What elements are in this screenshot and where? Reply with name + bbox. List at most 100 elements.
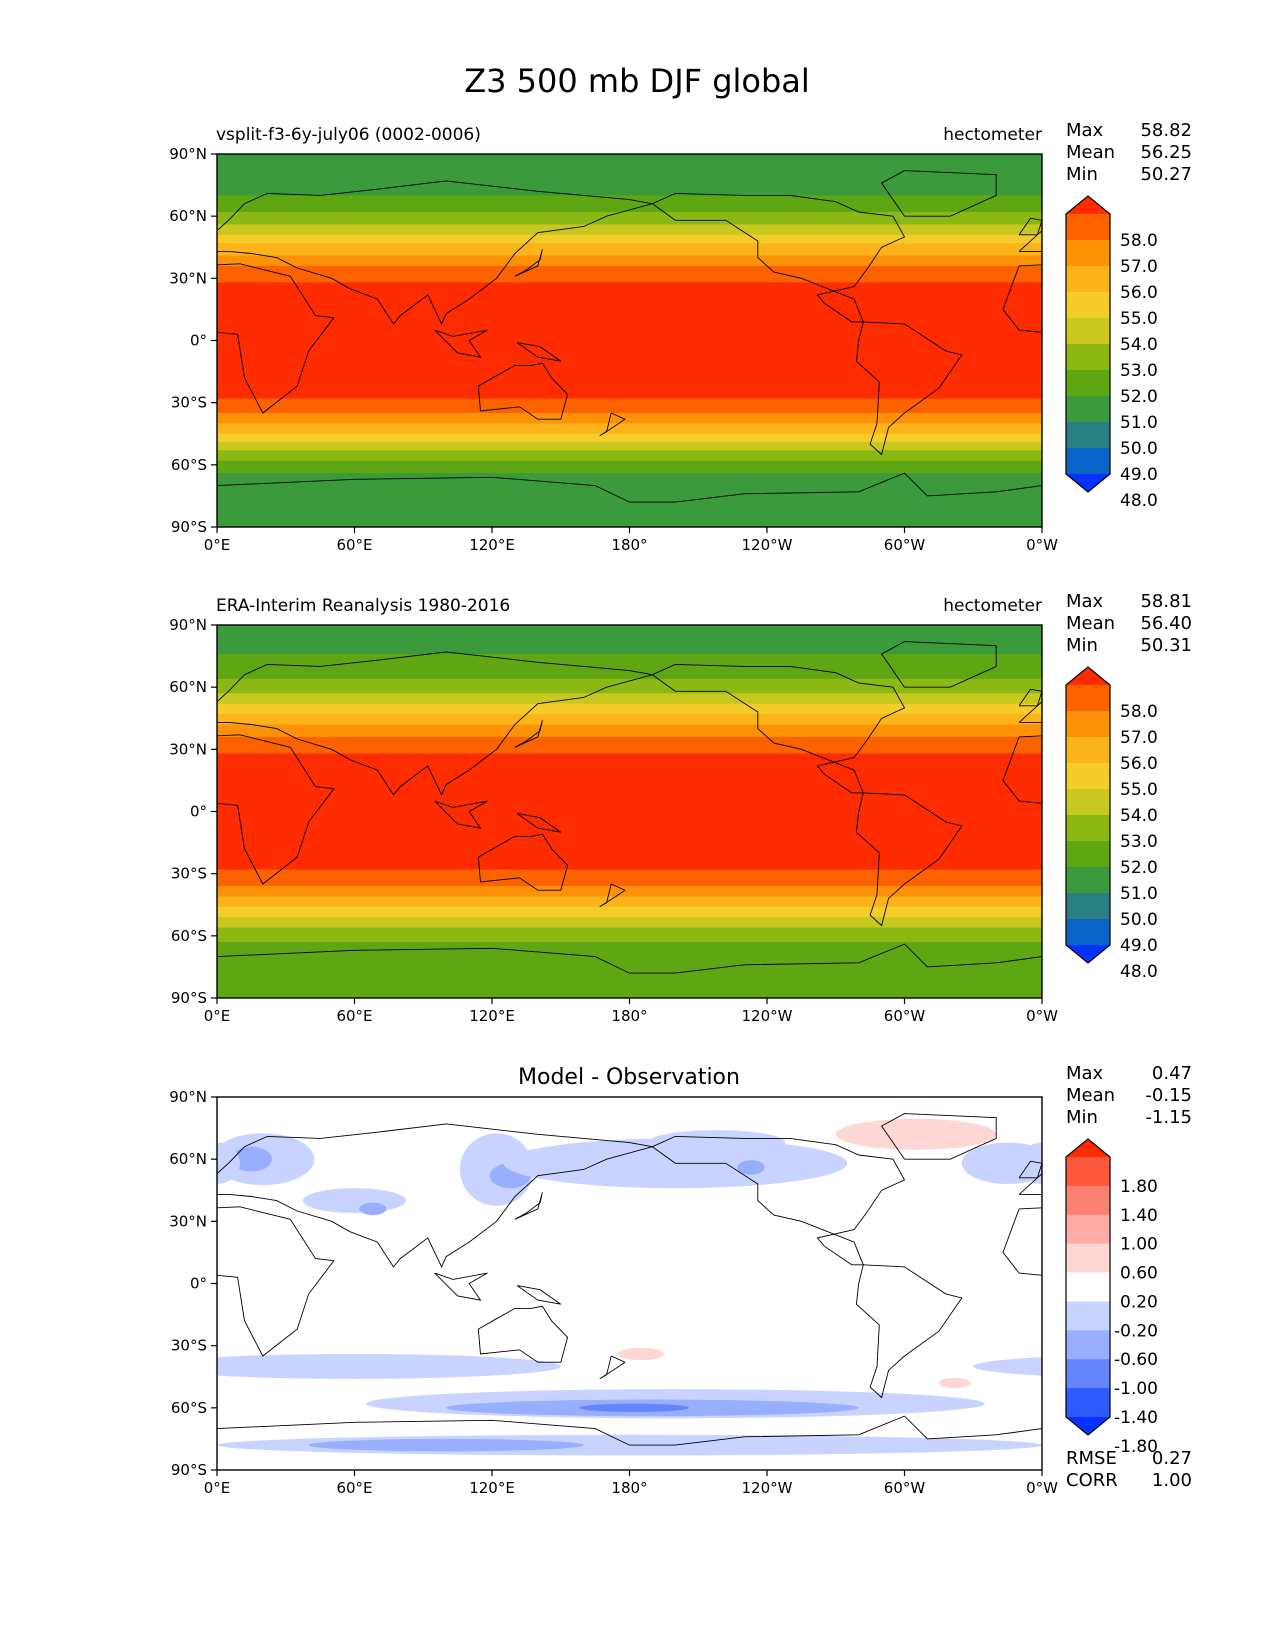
field-band — [217, 431, 1042, 435]
colorbar-outline — [1065, 666, 1111, 964]
field-band — [217, 216, 1042, 219]
field-band — [217, 479, 1042, 483]
field-band — [217, 792, 1042, 796]
field-band — [217, 423, 1042, 427]
field-band — [217, 234, 1042, 238]
field-band — [217, 939, 1042, 943]
panel-units: hectometer — [943, 125, 1042, 145]
field-band — [217, 971, 1042, 974]
field-band — [217, 900, 1042, 904]
field-band — [217, 402, 1042, 406]
colorbar-tick-label: 51.0 — [1120, 884, 1158, 904]
colorbar-segment — [1066, 711, 1110, 738]
field-band — [217, 390, 1042, 393]
field-band — [217, 844, 1042, 848]
field-band — [217, 778, 1042, 782]
coastline — [855, 1264, 963, 1399]
coastline — [514, 249, 543, 277]
x-tick-label: 60°E — [336, 536, 372, 554]
anomaly-contour — [647, 1130, 786, 1156]
field-band — [217, 172, 1042, 176]
field-band — [217, 350, 1042, 354]
field-band — [217, 796, 1042, 800]
field-band — [217, 209, 1042, 213]
x-tick-label: 60°E — [336, 1007, 372, 1025]
field-band — [217, 848, 1042, 852]
anomaly-contour — [217, 1353, 561, 1379]
field-band — [217, 879, 1042, 883]
field-band — [217, 743, 1042, 746]
field-band — [217, 475, 1042, 478]
coastline — [217, 472, 1042, 503]
field-band — [217, 303, 1042, 306]
field-band — [217, 685, 1042, 688]
field-band — [217, 660, 1042, 663]
field-band — [217, 201, 1042, 205]
field-band — [217, 178, 1042, 182]
field-band — [217, 751, 1042, 755]
field-band — [217, 247, 1042, 250]
field-band — [217, 512, 1042, 516]
field-band — [217, 871, 1042, 875]
x-tick-label: 60°E — [336, 1479, 372, 1497]
colorbar-segment — [1066, 763, 1110, 790]
colorbar: 1.80 1.40 1.00 0.60 0.20 -0.20 -0.60 -1.00 -1.40… — [1065, 1138, 1158, 1457]
x-tick-label: 120°W — [742, 536, 793, 554]
field-band — [217, 522, 1042, 526]
stats-block: Max Mean Min 0.47 -0.15 -1.15 RMSE CORR … — [1066, 1063, 1192, 1491]
coastline — [855, 792, 963, 927]
coastline — [217, 1123, 653, 1268]
field-band — [217, 720, 1042, 723]
y-tick-label: 90°S — [171, 989, 207, 1007]
y-tick-label: 90°N — [169, 1088, 207, 1106]
colorbar-tick-label: 1.00 — [1120, 1235, 1158, 1255]
colorbar-tick-label: 56.0 — [1120, 283, 1158, 303]
field-band — [217, 400, 1042, 404]
y-tick-label: 60°N — [169, 207, 207, 225]
y-tick-label: 60°S — [171, 927, 207, 945]
colorbar-tick-label: 1.80 — [1120, 1177, 1158, 1197]
coastline — [652, 663, 906, 794]
field-band — [217, 456, 1042, 460]
colorbar-tick-label: 57.0 — [1120, 257, 1158, 277]
colorbar-tick-label: -0.20 — [1114, 1321, 1158, 1341]
colorbar-segment — [1066, 1388, 1110, 1418]
field-band — [217, 859, 1042, 862]
y-tick-label: 30°N — [169, 740, 207, 758]
field-band — [217, 251, 1042, 255]
stat-value-min: -1.15 — [1145, 1107, 1192, 1128]
field-band — [217, 466, 1042, 470]
field-band — [217, 782, 1042, 786]
colorbar-segment — [1066, 1185, 1110, 1216]
field-band — [217, 703, 1042, 707]
field-band — [217, 952, 1042, 956]
field-band — [217, 832, 1042, 835]
field-band — [217, 493, 1042, 497]
field-band — [217, 185, 1042, 188]
coastline — [516, 813, 562, 833]
field-band — [217, 500, 1042, 503]
field-band — [217, 979, 1042, 983]
field-band — [217, 485, 1042, 489]
anomaly-contour — [618, 1347, 664, 1361]
field-band — [217, 995, 1042, 998]
x-tick-label: 180° — [611, 536, 647, 554]
field-band — [217, 355, 1042, 358]
map-field: 0°E 60°E 120°E 180° 120°W 60°W 0°W 90°N 60°N 30°N… — [169, 1088, 1158, 1497]
field-band — [217, 738, 1042, 742]
colorbar-tick-label: 50.0 — [1120, 910, 1158, 930]
field-band — [217, 973, 1042, 976]
field-band — [217, 913, 1042, 916]
field-band — [217, 332, 1042, 335]
field-band — [217, 695, 1042, 699]
stat-value-min: 50.31 — [1140, 635, 1192, 656]
field-band — [217, 921, 1042, 924]
colorbar-tick-label: 49.0 — [1120, 936, 1158, 956]
stat-label-min: Min — [1066, 164, 1098, 185]
field-band — [217, 236, 1042, 240]
colorbar-segment — [1066, 1272, 1110, 1302]
field-band — [217, 840, 1042, 844]
field-band — [217, 460, 1042, 464]
field-band — [217, 631, 1042, 634]
x-tick-label: 0°E — [204, 1479, 231, 1497]
